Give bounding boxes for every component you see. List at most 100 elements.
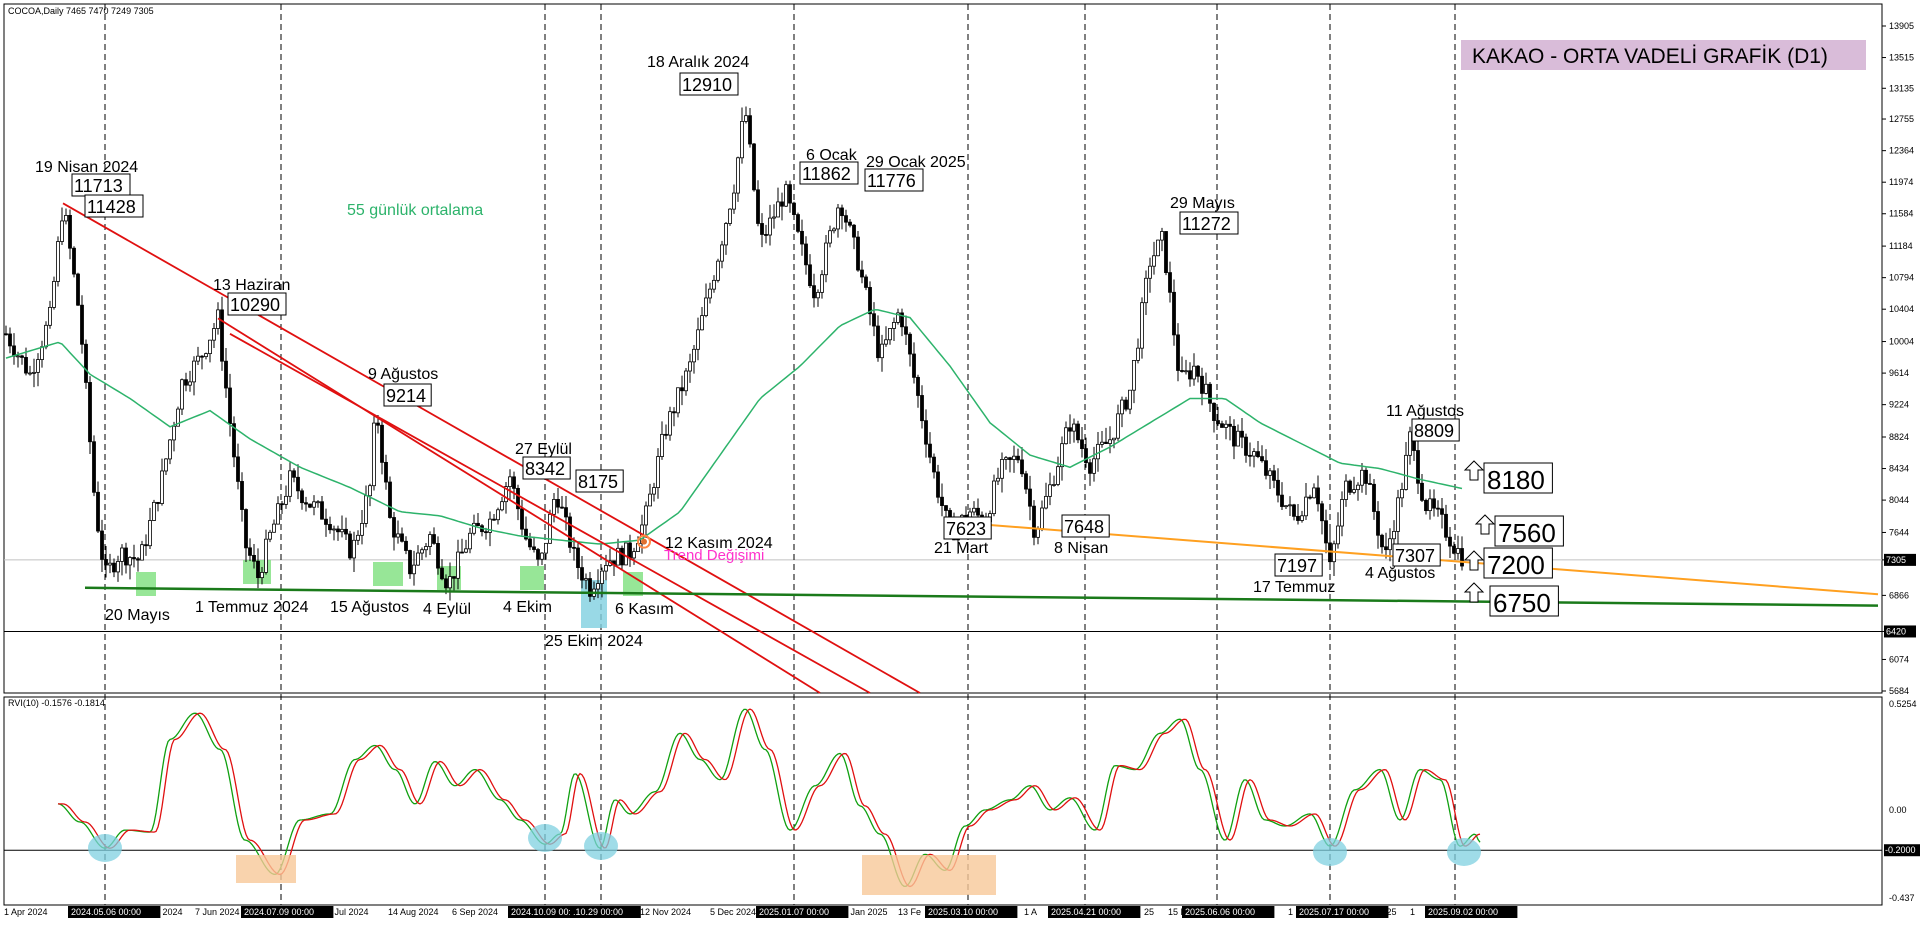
candle-body — [1376, 511, 1380, 536]
candle-body — [1056, 466, 1060, 485]
candle-body — [824, 242, 828, 276]
time-axis-label: 5 Dec 2024 — [710, 907, 756, 917]
candle-body — [972, 507, 976, 513]
candle-body — [920, 395, 924, 422]
candle-body — [172, 425, 176, 441]
time-axis-label: 12 Nov 2024 — [640, 907, 691, 917]
price-tick-badge — [1884, 625, 1916, 638]
candle-body — [40, 346, 44, 360]
rvi-signal-line — [58, 708, 1481, 888]
candle-body — [596, 583, 600, 590]
candle-body — [1008, 457, 1012, 460]
candle-body — [652, 487, 656, 495]
candle-body — [844, 215, 848, 223]
candle-body — [460, 551, 464, 554]
candle-body — [632, 551, 636, 559]
peak-date-label: 29 Mayıs — [1170, 195, 1235, 212]
candle-body — [944, 505, 948, 511]
candle-body — [276, 503, 280, 525]
peak-date-label: 29 Ocak 2025 — [866, 154, 966, 171]
time-axis-label: 25 — [1144, 907, 1154, 917]
candle-body — [1244, 436, 1248, 456]
candle-body — [340, 528, 344, 533]
candle-body — [16, 355, 20, 358]
candle-body — [344, 528, 348, 535]
candle-body — [304, 502, 308, 505]
candle-body — [1040, 507, 1044, 529]
peak-value-label: 8342 — [525, 459, 565, 479]
candle-body — [832, 228, 836, 232]
candle-body — [804, 243, 808, 266]
candle-body — [1276, 479, 1280, 496]
candle-body — [1300, 515, 1304, 521]
time-axis-label: 1 Apr 2024 — [4, 907, 48, 917]
candle-body — [788, 184, 792, 204]
candle-body — [532, 546, 536, 550]
candle-body — [1080, 439, 1084, 450]
candle-body — [220, 309, 224, 362]
candle-body — [204, 353, 208, 358]
candle-body — [572, 546, 576, 549]
candle-body — [280, 503, 284, 506]
candle-body — [452, 576, 456, 579]
candle-body — [132, 557, 136, 560]
candle-body — [236, 456, 240, 482]
level-value-label: 7200 — [1487, 550, 1545, 580]
price-tick-label: 9614 — [1889, 368, 1909, 378]
candle-body — [764, 234, 768, 236]
candle-body — [1396, 497, 1400, 532]
trough-value-label-box — [1274, 553, 1323, 577]
time-label-badge — [756, 906, 849, 918]
time-axis-label: 1 — [1410, 907, 1415, 917]
peak-date-label: 9 Ağustos — [368, 366, 438, 383]
candle-body — [36, 359, 40, 373]
candle-body — [800, 230, 804, 245]
candle-body — [300, 490, 304, 504]
candle-body — [1044, 495, 1048, 509]
candle-body — [416, 552, 420, 566]
candle-body — [264, 538, 268, 573]
candle-body — [528, 538, 532, 548]
candle-body — [1028, 488, 1032, 507]
candle-body — [1104, 441, 1108, 445]
candle-body — [1380, 534, 1384, 548]
candle-body — [1356, 484, 1360, 491]
peak-value-label-box — [799, 161, 859, 185]
candle-body — [208, 339, 212, 355]
price-tick-label: 6420 — [1886, 626, 1906, 636]
candle-body — [1140, 302, 1144, 349]
candle-body — [1360, 469, 1364, 486]
candle-body — [336, 528, 340, 533]
candle-body — [108, 562, 112, 566]
candle-body — [520, 508, 524, 530]
candle-body — [24, 357, 28, 374]
candle-body — [60, 220, 64, 242]
time-axis-label: 14 Aug 2024 — [388, 907, 439, 917]
candle-body — [1304, 496, 1308, 517]
up-arrow-icon — [1463, 582, 1485, 603]
candle-body — [1132, 359, 1136, 391]
candle-body — [476, 522, 480, 527]
time-axis-label: 2025.01.07 00:00 — [759, 907, 829, 917]
time-axis-label: 13 Fe — [898, 907, 921, 917]
trough-date-label: 21 Mart — [934, 540, 989, 557]
trend-change-dot — [641, 538, 647, 545]
time-label-badge — [1048, 906, 1141, 918]
candle-body — [1012, 455, 1016, 460]
candle-body — [896, 312, 900, 323]
candle-body — [1348, 480, 1352, 493]
candle-body — [576, 547, 580, 568]
candle-body — [76, 273, 80, 306]
candle-body — [388, 481, 392, 518]
candle-body — [1200, 375, 1204, 394]
trend-change-label: Trend Değişimi — [664, 547, 764, 564]
peak-value-label: 11272 — [1182, 214, 1231, 234]
candle-body — [92, 441, 96, 493]
candle-body — [1372, 483, 1376, 512]
candle-body — [1076, 423, 1080, 441]
candle-body — [928, 443, 932, 458]
candle-body — [160, 470, 164, 504]
price-tick-label: 13905 — [1889, 21, 1914, 31]
time-axis-label: 7 Jun 2024 — [195, 907, 240, 917]
